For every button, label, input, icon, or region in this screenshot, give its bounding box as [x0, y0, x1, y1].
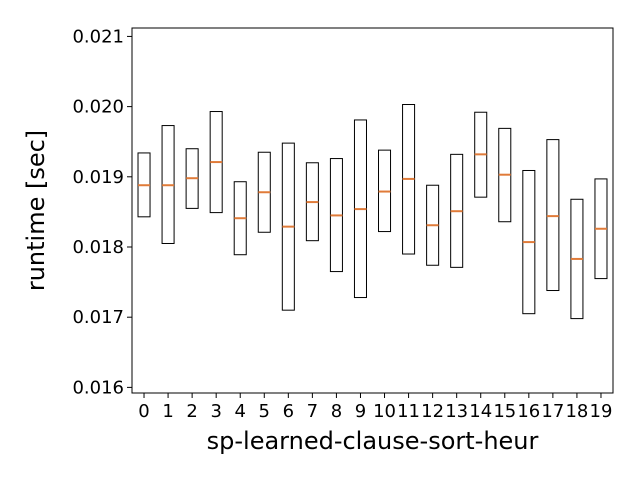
y-axis-ticks: 0.016 0.017 0.018 0.019 0.020 0.021 — [72, 26, 132, 398]
y-axis-title: runtime [sec] — [22, 130, 50, 291]
x-tick-label: 10 — [373, 401, 396, 422]
x-tick-label: 5 — [259, 401, 270, 422]
box-3 — [209, 111, 223, 214]
x-tick-label: 9 — [355, 401, 366, 422]
y-tick-label: 0.020 — [72, 97, 124, 118]
box-7 — [305, 162, 319, 242]
box-0 — [137, 152, 151, 218]
x-tick-label: 16 — [517, 401, 540, 422]
x-tick-label: 7 — [307, 401, 318, 422]
box-16 — [522, 169, 536, 315]
x-tick-label: 6 — [283, 401, 294, 422]
y-tick-label: 0.018 — [72, 237, 124, 258]
y-tick-label: 0.019 — [72, 167, 124, 188]
x-tick-label: 2 — [186, 401, 197, 422]
boxes-layer — [137, 104, 608, 320]
x-tick-label: 19 — [590, 401, 613, 422]
box-5 — [257, 151, 271, 233]
box-12 — [426, 184, 440, 266]
box-11 — [402, 104, 416, 255]
box-13 — [450, 153, 464, 268]
y-tick-label: 0.016 — [72, 377, 124, 398]
box-19 — [594, 178, 608, 280]
box-9 — [353, 119, 367, 299]
box-17 — [546, 139, 560, 292]
box-4 — [233, 181, 247, 256]
x-tick-label: 0 — [138, 401, 149, 422]
y-tick-label: 0.021 — [72, 26, 124, 47]
x-tick-label: 15 — [493, 401, 516, 422]
x-tick-label: 13 — [445, 401, 468, 422]
x-tick-label: 1 — [162, 401, 173, 422]
box-10 — [378, 149, 392, 233]
x-tick-label: 18 — [565, 401, 588, 422]
y-tick-label: 0.017 — [72, 307, 124, 328]
plot-area-frame — [131, 27, 614, 394]
box-2 — [185, 148, 199, 209]
x-tick-label: 8 — [331, 401, 342, 422]
x-tick-label: 12 — [421, 401, 444, 422]
box-6 — [281, 142, 295, 311]
x-axis-ticks: 0 1 2 3 4 5 6 7 8 9 10 11 12 13 14 15 16 17 18 19 — [138, 393, 612, 422]
x-tick-label: 17 — [541, 401, 564, 422]
x-axis-title: sp-learned-clause-sort-heur — [207, 427, 539, 455]
x-tick-label: 4 — [234, 401, 245, 422]
x-tick-label: 14 — [469, 401, 492, 422]
box-1 — [161, 125, 175, 244]
x-tick-label: 3 — [210, 401, 221, 422]
box-15 — [498, 127, 512, 223]
x-tick-label: 11 — [397, 401, 420, 422]
box-8 — [329, 158, 343, 273]
box-18 — [570, 198, 584, 320]
box-14 — [474, 111, 488, 198]
